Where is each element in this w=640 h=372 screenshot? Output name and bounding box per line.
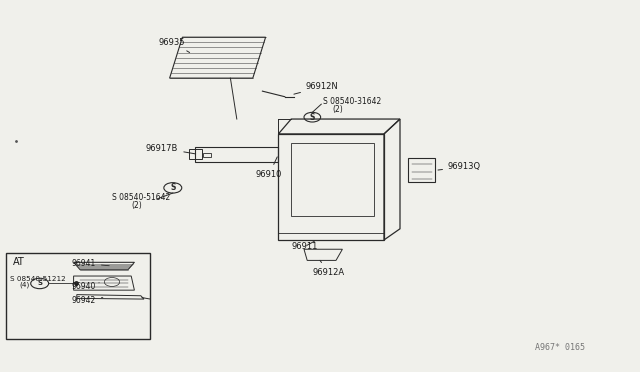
Text: A967* 0165: A967* 0165 bbox=[535, 343, 585, 352]
Bar bbox=[203, 153, 211, 157]
Text: (2): (2) bbox=[332, 105, 343, 113]
Text: 96942: 96942 bbox=[72, 296, 103, 305]
Text: 96935: 96935 bbox=[159, 38, 189, 52]
Text: 96911: 96911 bbox=[291, 241, 317, 251]
Text: S 08540-51212: S 08540-51212 bbox=[10, 276, 66, 282]
Text: AT: AT bbox=[13, 257, 24, 267]
Text: 96910: 96910 bbox=[256, 157, 282, 179]
Text: 96917B: 96917B bbox=[146, 144, 196, 154]
Text: S 08540-31642: S 08540-31642 bbox=[323, 97, 381, 106]
Text: (2): (2) bbox=[131, 201, 142, 209]
Text: S: S bbox=[37, 280, 42, 286]
Text: S: S bbox=[170, 183, 175, 192]
Bar bbox=[6, 253, 150, 339]
Text: 96941: 96941 bbox=[72, 259, 109, 268]
Text: (4): (4) bbox=[19, 282, 29, 288]
Text: S: S bbox=[310, 113, 315, 122]
Text: S 08540-51642: S 08540-51642 bbox=[112, 193, 170, 202]
Text: 96940: 96940 bbox=[72, 282, 99, 291]
Text: 96912A: 96912A bbox=[312, 260, 344, 276]
Text: 96912N: 96912N bbox=[294, 82, 339, 94]
Text: 96913Q: 96913Q bbox=[438, 162, 481, 171]
